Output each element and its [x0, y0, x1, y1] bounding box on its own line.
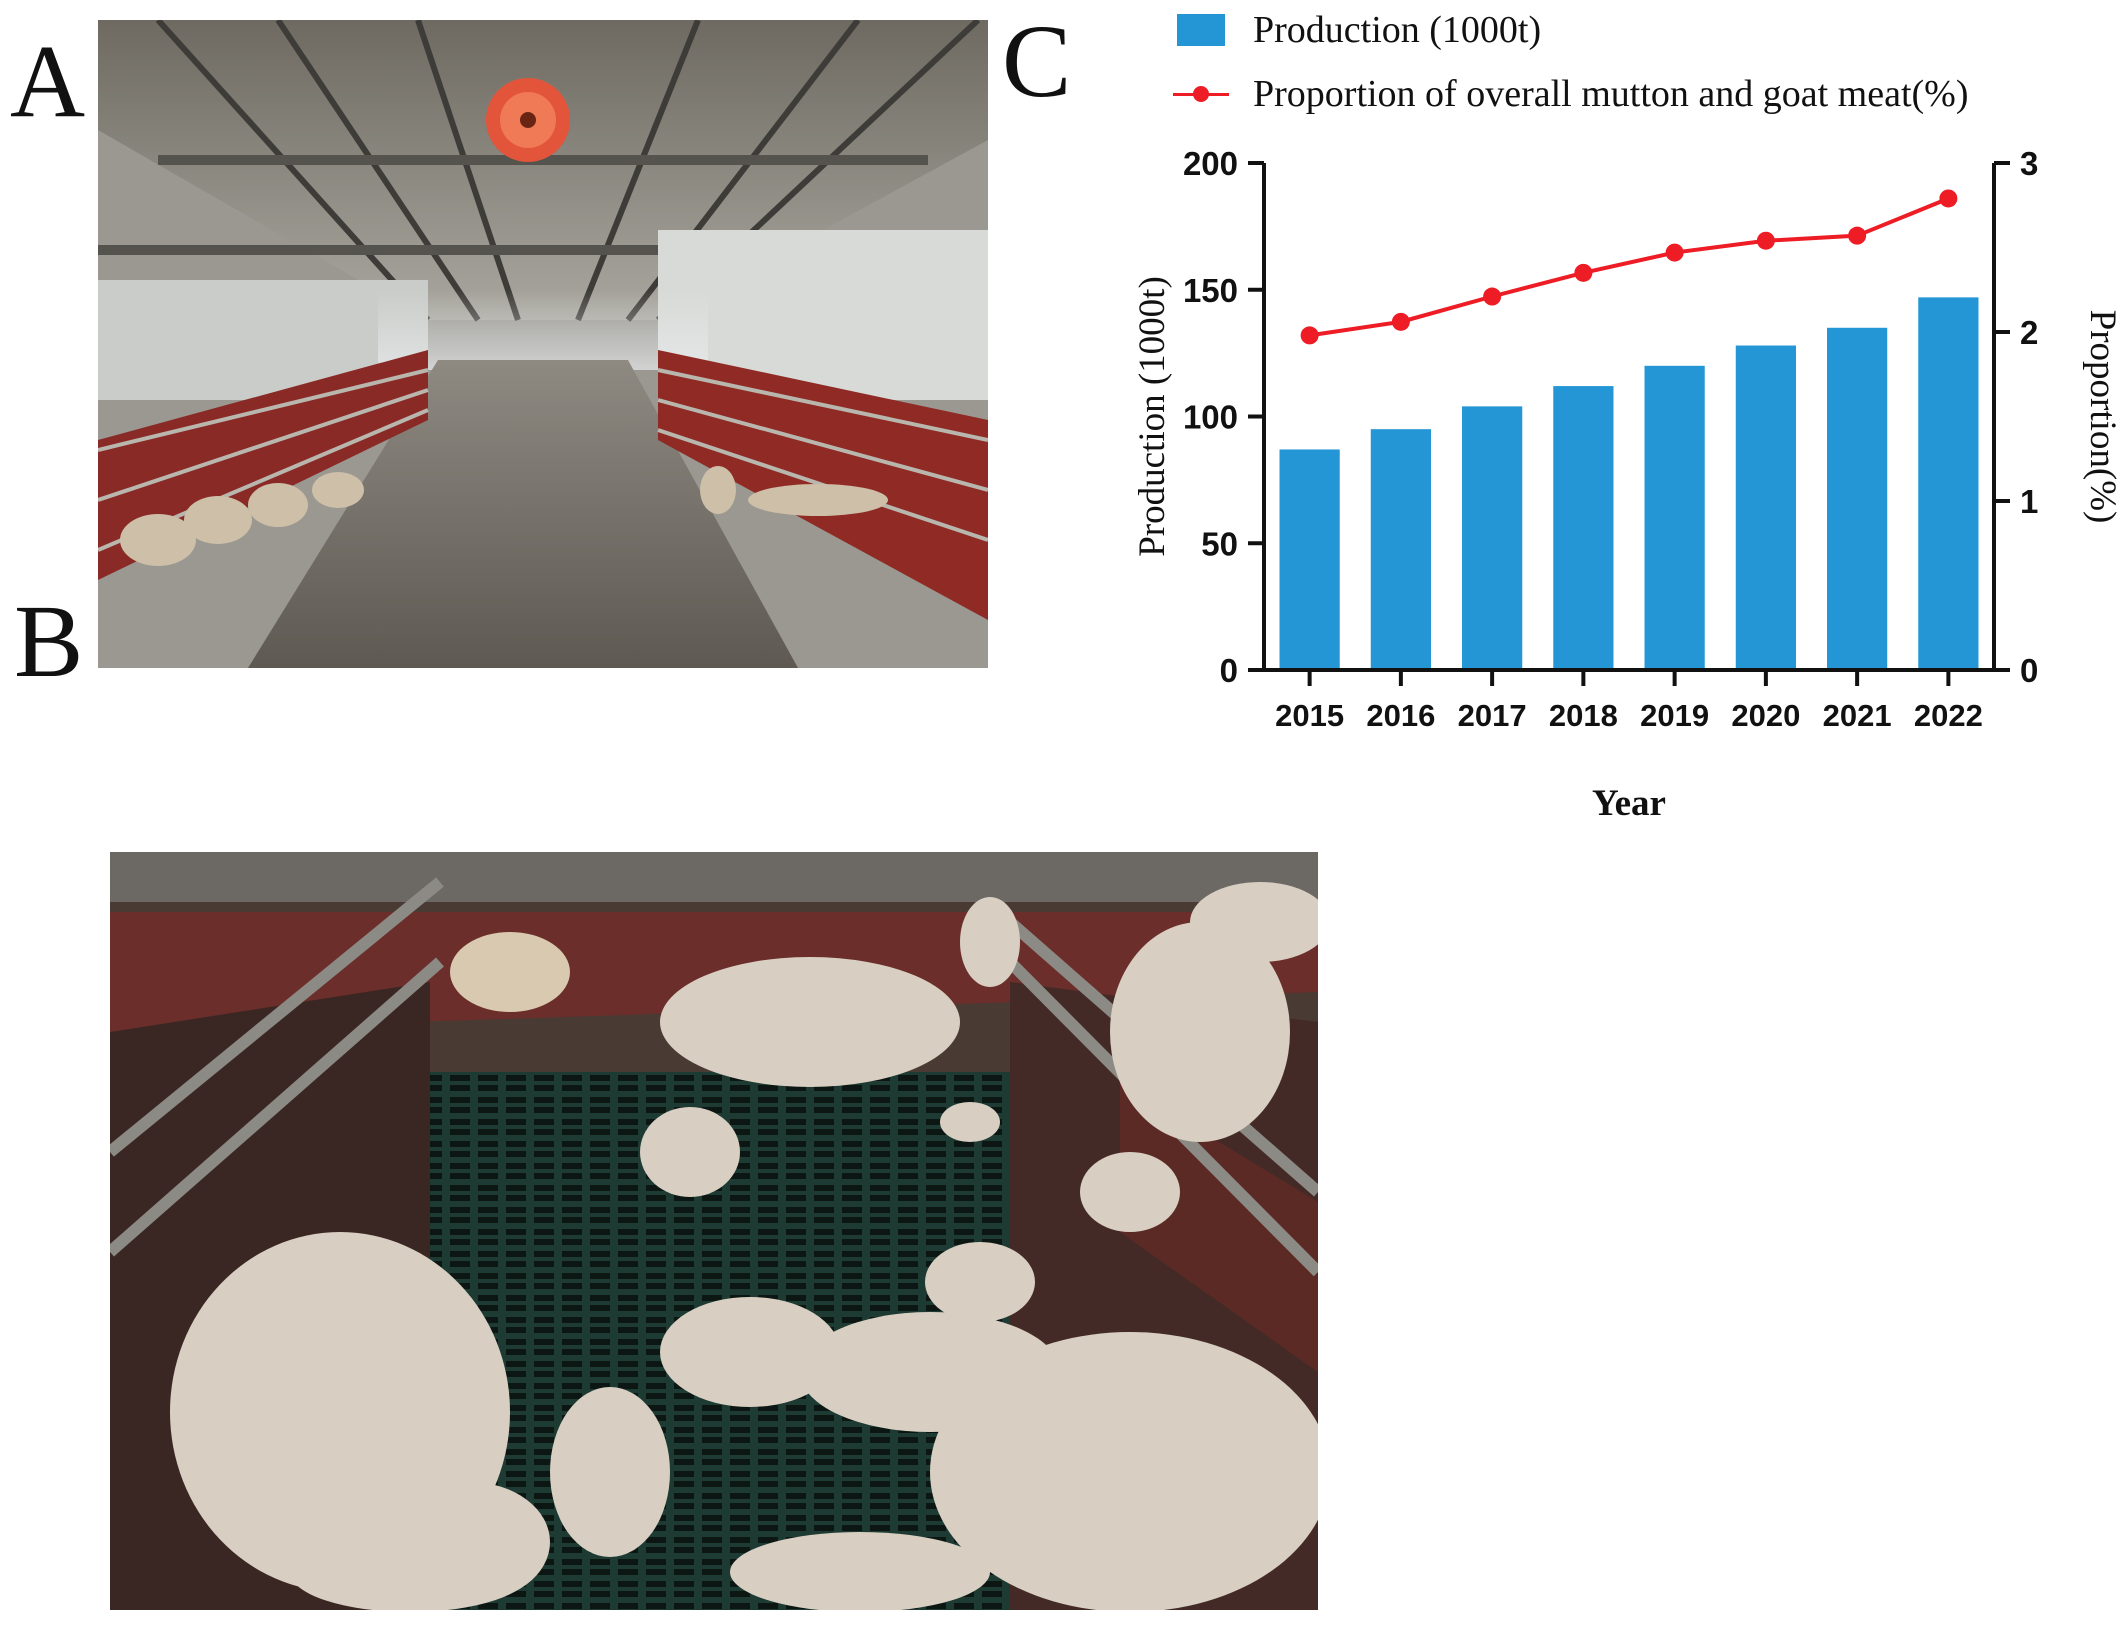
proportion-point-2018: [1574, 263, 1593, 282]
x-tick-label-2018: 2018: [1549, 698, 1618, 733]
y-tick-label-50: 50: [1201, 525, 1238, 562]
panel-label-b: B: [14, 584, 84, 699]
y-tick-label-100: 100: [1183, 399, 1238, 436]
chart-svg: 0 50 100 150 200 0 1 2 3 2015 2016 2017 2018 2019 2020…: [1132, 145, 2123, 824]
proportion-point-2019: [1665, 243, 1684, 262]
proportion-point-2020: [1756, 231, 1775, 250]
bar-2021: [1827, 327, 1888, 670]
x-tick-label-2019: 2019: [1640, 698, 1709, 733]
bar-2022: [1918, 297, 1979, 670]
bar-2015: [1279, 449, 1340, 670]
proportion-line: [1309, 196, 1950, 338]
y-axis-title: Production (1000t): [1132, 276, 1173, 557]
panel-label-c: C: [1002, 4, 1072, 119]
proportion-point-2021: [1848, 226, 1867, 245]
y-tick-label-200: 200: [1183, 145, 1238, 182]
production-chart: Production (1000t) Proportion of overall…: [1095, 0, 2123, 840]
sheep-barn-photo: [98, 20, 988, 668]
legend-bar-swatch: [1177, 14, 1225, 46]
bar-2016: [1370, 429, 1431, 670]
x-tick-label-2020: 2020: [1731, 698, 1800, 733]
y2-tick-label-1: 1: [2020, 483, 2038, 520]
proportion-point-2016: [1391, 312, 1410, 331]
x-tick-label-2022: 2022: [1914, 698, 1983, 733]
x-tick-label-2017: 2017: [1458, 698, 1527, 733]
legend-proportion: Proportion of overall mutton and goat me…: [1173, 72, 1969, 116]
legend-production-label: Production (1000t): [1253, 9, 1542, 51]
y2-tick-label-0: 0: [2020, 652, 2038, 689]
y2-axis-title: Proportion(%): [2082, 310, 2123, 524]
y2-tick-label-2: 2: [2020, 314, 2038, 351]
x-axis-title: Year: [1592, 783, 1666, 824]
x-tick-label-2016: 2016: [1366, 698, 1435, 733]
y-tick-label-0: 0: [1220, 652, 1238, 689]
bar-2020: [1735, 345, 1796, 670]
legend-line-swatch: [1173, 78, 1229, 110]
proportion-point-2015: [1300, 326, 1319, 345]
x-tick-label-2021: 2021: [1823, 698, 1892, 733]
legend-proportion-label: Proportion of overall mutton and goat me…: [1253, 73, 1969, 115]
y-tick-label-150: 150: [1183, 272, 1238, 309]
y2-tick-label-3: 3: [2020, 145, 2038, 182]
bar-2019: [1644, 365, 1705, 670]
legend-production: Production (1000t): [1177, 8, 1541, 52]
bar-2017: [1462, 406, 1523, 670]
proportion-point-2022: [1939, 189, 1958, 208]
x-tick-label-2015: 2015: [1275, 698, 1344, 733]
proportion-point-2017: [1483, 287, 1502, 306]
sheep-pen-photo: [110, 852, 1318, 1610]
panel-label-a: A: [10, 24, 86, 139]
bar-2018: [1553, 386, 1614, 670]
